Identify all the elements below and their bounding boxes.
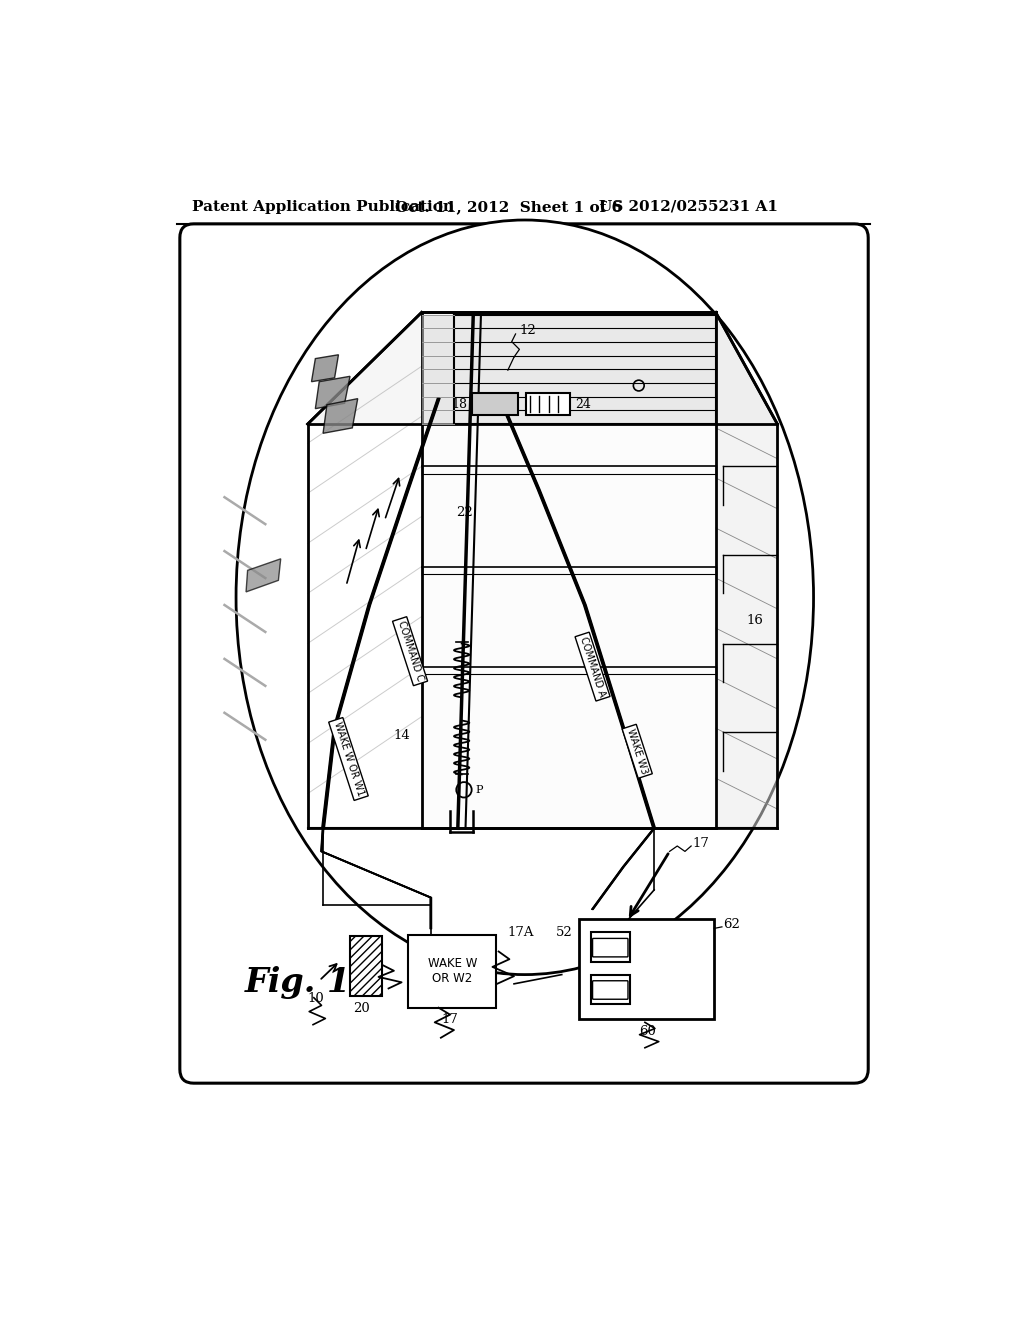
Text: 17A: 17A	[508, 925, 535, 939]
Text: 16: 16	[746, 614, 764, 627]
Text: 17: 17	[692, 837, 710, 850]
Polygon shape	[246, 558, 281, 591]
Text: 22: 22	[457, 506, 473, 519]
Text: COMMAND C: COMMAND C	[395, 620, 425, 682]
Polygon shape	[311, 355, 339, 381]
Bar	[525, 393, 570, 414]
Text: 62: 62	[724, 917, 740, 931]
Text: 17: 17	[441, 1014, 459, 1026]
Bar	[580, 919, 714, 1019]
Polygon shape	[454, 314, 716, 424]
Text: 18: 18	[452, 397, 468, 411]
Polygon shape	[716, 313, 777, 829]
Text: WAKE W
OR W2: WAKE W OR W2	[428, 957, 477, 985]
Polygon shape	[422, 314, 454, 424]
Bar	[591, 932, 630, 961]
Text: Oct. 11, 2012  Sheet 1 of 6: Oct. 11, 2012 Sheet 1 of 6	[394, 199, 622, 214]
FancyBboxPatch shape	[593, 939, 628, 957]
Text: P: P	[475, 785, 483, 795]
Polygon shape	[307, 313, 777, 424]
Text: 10: 10	[307, 991, 324, 1005]
Bar	[350, 936, 382, 997]
Text: 24: 24	[574, 397, 591, 411]
Text: 52: 52	[556, 925, 572, 939]
Ellipse shape	[237, 220, 813, 974]
Text: 60: 60	[640, 1024, 656, 1038]
Polygon shape	[315, 376, 350, 409]
Text: COMMAND A: COMMAND A	[579, 635, 607, 698]
FancyBboxPatch shape	[593, 981, 628, 999]
Polygon shape	[323, 399, 357, 433]
Bar	[591, 974, 630, 1003]
Text: WAKE W3: WAKE W3	[626, 727, 649, 775]
Bar	[472, 393, 518, 414]
Text: Patent Application Publication: Patent Application Publication	[193, 199, 455, 214]
Text: 20: 20	[353, 1002, 370, 1015]
Text: US 2012/0255231 A1: US 2012/0255231 A1	[599, 199, 777, 214]
Text: WAKE W OR W1: WAKE W OR W1	[332, 721, 366, 797]
FancyBboxPatch shape	[180, 224, 868, 1084]
Text: Fig. 1: Fig. 1	[245, 966, 351, 999]
Polygon shape	[422, 313, 716, 829]
Bar	[408, 935, 497, 1007]
Text: 14: 14	[393, 730, 410, 742]
Text: 12: 12	[519, 325, 537, 338]
